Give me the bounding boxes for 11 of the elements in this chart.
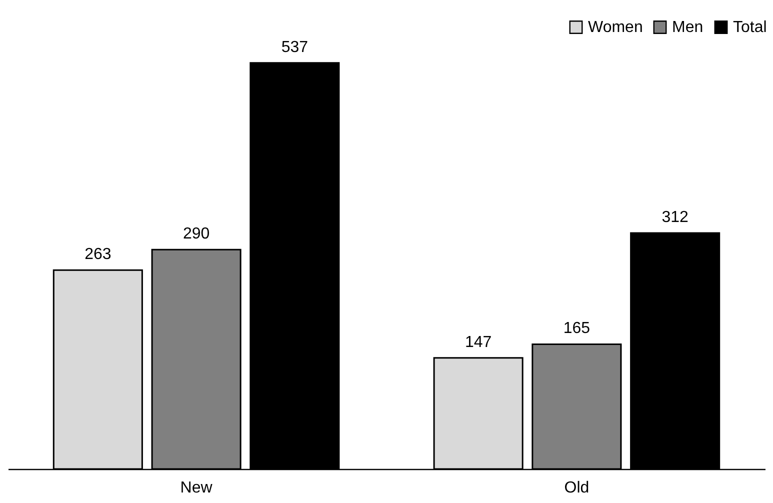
x-tick-label: New [180, 480, 213, 496]
data-label: 537 [281, 38, 308, 56]
legend-label: Total [733, 19, 767, 36]
x-tick-label: Old [564, 480, 590, 496]
data-label: 165 [563, 320, 590, 338]
legend-label: Men [672, 19, 704, 36]
data-label: 147 [464, 334, 492, 351]
data-label: 312 [662, 209, 689, 226]
data-label: 290 [182, 226, 210, 243]
legend-label: Women [588, 19, 643, 36]
data-label: 263 [84, 246, 112, 264]
